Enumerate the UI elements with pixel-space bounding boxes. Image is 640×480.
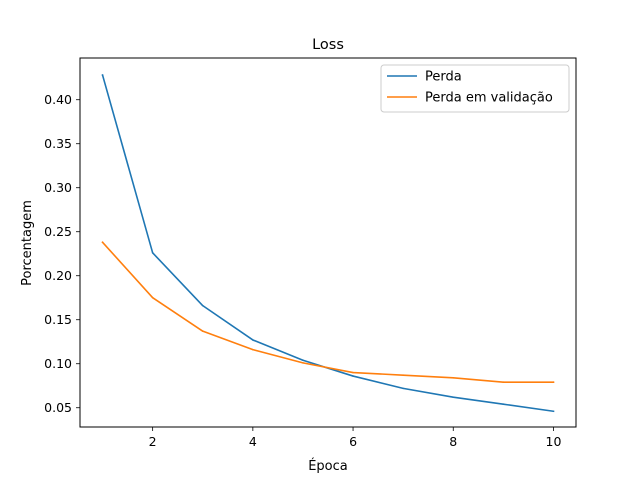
data-point-s0-4 — [302, 359, 304, 362]
data-point-s0-1 — [151, 252, 154, 254]
data-point-s1-0 — [101, 241, 104, 244]
y-tick-label-6: 0.35 — [44, 136, 72, 151]
y-tick-label-7: 0.40 — [44, 92, 72, 107]
data-point-s0-6 — [402, 387, 404, 390]
y-tick-label-3: 0.20 — [44, 268, 72, 283]
data-point-s1-6 — [402, 374, 404, 376]
y-axis: 0.05 0.10 0.15 0.20 0.25 0.30 0.35 0.40 — [44, 92, 80, 415]
x-tick-label-1: 4 — [249, 434, 257, 449]
y-tick-label-4: 0.25 — [44, 224, 72, 239]
x-axis-label: Época — [308, 458, 348, 474]
x-tick-label-0: 2 — [149, 434, 157, 449]
y-axis-label: Porcentagem — [20, 200, 35, 286]
data-point-s1-9 — [552, 381, 555, 384]
y-tick-label-1: 0.10 — [44, 356, 72, 371]
legend-label-perda-validacao: Perda em validação — [425, 91, 553, 106]
x-tick-label-4: 10 — [546, 434, 562, 449]
y-tick-label-0: 0.05 — [44, 400, 72, 415]
x-axis: 2 4 6 8 10 — [149, 427, 562, 449]
data-point-s0-3 — [252, 339, 254, 341]
data-point-s1-4 — [302, 362, 304, 364]
data-point-s1-5 — [352, 371, 354, 374]
data-point-s0-5 — [352, 375, 354, 377]
data-point-s1-7 — [452, 377, 455, 379]
chart-title: Loss — [312, 37, 344, 53]
data-point-s1-1 — [151, 296, 154, 299]
data-point-s0-2 — [201, 304, 204, 307]
data-point-s0-0 — [101, 74, 104, 76]
x-tick-label-3: 8 — [449, 434, 457, 449]
legend-box — [380, 64, 570, 113]
data-point-s1-2 — [201, 330, 204, 332]
plot-frame — [79, 57, 577, 428]
data-point-s1-8 — [502, 381, 505, 384]
data-point-s0-7 — [452, 396, 455, 398]
y-tick-label-5: 0.30 — [44, 180, 72, 195]
legend-label-perda: Perda — [425, 70, 462, 85]
series-line-1 — [101, 241, 555, 384]
data-point-s0-9 — [552, 410, 555, 413]
data-point-s0-8 — [502, 403, 505, 406]
y-tick-label-2: 0.15 — [44, 312, 72, 327]
x-tick-label-2: 6 — [349, 434, 357, 449]
series-layer — [101, 74, 555, 413]
data-point-s1-3 — [252, 348, 254, 351]
legend: Perda Perda em validação — [380, 64, 570, 113]
